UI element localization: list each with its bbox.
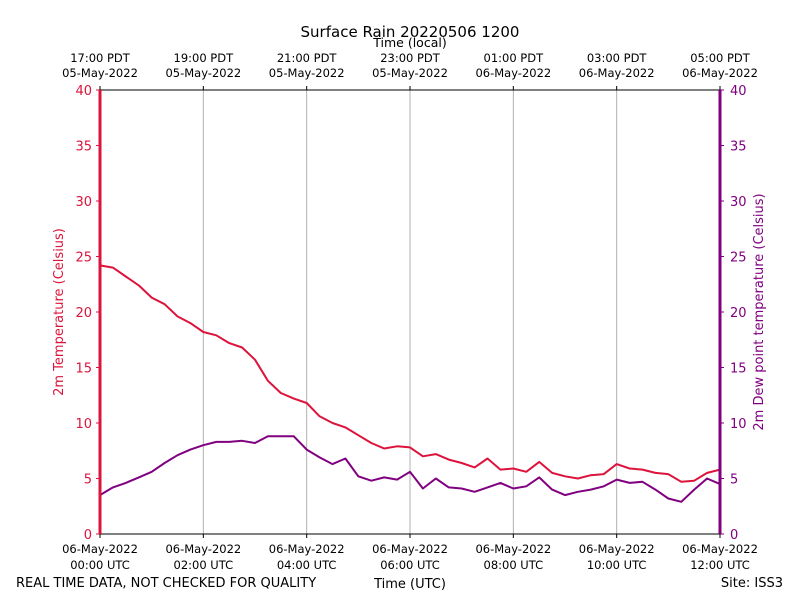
chart-title: Surface Rain 20220506 1200 xyxy=(301,23,520,41)
y-tick-label-right: 0 xyxy=(730,528,738,543)
x-tick-label-bottom-date: 06-May-2022 xyxy=(165,542,241,556)
x-tick-label-top-date: 05-May-2022 xyxy=(372,66,448,80)
x-tick-label-bottom-date: 06-May-2022 xyxy=(475,542,551,556)
x-tick-label-top-time: 17:00 PDT xyxy=(70,51,131,65)
y-tick-label-right: 35 xyxy=(730,140,747,155)
y-tick-label-right: 30 xyxy=(730,195,747,210)
footer-quality-note: REAL TIME DATA, NOT CHECKED FOR QUALITY xyxy=(16,576,316,591)
x-tick-label-top-time: 21:00 PDT xyxy=(277,51,338,65)
x-tick-label-bottom-time: 12:00 UTC xyxy=(690,558,750,572)
temperature-series-line xyxy=(99,264,721,483)
x-tick-label-bottom-time: 08:00 UTC xyxy=(484,558,544,572)
y-tick-label-left: 20 xyxy=(75,306,92,321)
y-tick-label-left: 30 xyxy=(75,195,92,210)
x-tick-label-bottom-time: 00:00 UTC xyxy=(70,558,130,572)
y-tick-label-left: 10 xyxy=(75,417,92,432)
x-tick-label-top-time: 23:00 PDT xyxy=(380,51,441,65)
x-tick-label-bottom-time: 04:00 UTC xyxy=(277,558,337,572)
x-tick-label-top-time: 05:00 PDT xyxy=(690,51,751,65)
y-tick-label-right: 40 xyxy=(730,84,747,99)
x-tick-label-top-time: 19:00 PDT xyxy=(174,51,235,65)
x-tick-label-bottom-time: 02:00 UTC xyxy=(174,558,234,572)
x-tick-label-bottom-time: 10:00 UTC xyxy=(587,558,647,572)
x-tick-label-bottom-date: 06-May-2022 xyxy=(269,542,345,556)
footer-site-label: Site: ISS3 xyxy=(721,576,783,591)
y-axis-label-right: 2m Dew point temperature (Celsius) xyxy=(752,193,767,430)
y-tick-label-left: 25 xyxy=(75,251,92,266)
x-tick-label-top-time: 03:00 PDT xyxy=(587,51,648,65)
y-axis-label-left: 2m Temperature (Celsius) xyxy=(52,228,67,396)
y-tick-label-right: 15 xyxy=(730,362,747,377)
x-axis-label: Time (UTC) xyxy=(373,577,446,592)
x-tick-label-bottom-date: 06-May-2022 xyxy=(579,542,655,556)
y-tick-label-left: 0 xyxy=(84,528,92,543)
y-tick-label-right: 10 xyxy=(730,417,747,432)
x-tick-label-bottom-time: 06:00 UTC xyxy=(380,558,440,572)
x-tick-label-bottom-date: 06-May-2022 xyxy=(372,542,448,556)
x-tick-label-top-date: 06-May-2022 xyxy=(579,66,655,80)
x-tick-label-top-date: 06-May-2022 xyxy=(682,66,758,80)
y-tick-label-left: 15 xyxy=(75,362,92,377)
x-tick-label-top-time: 01:00 PDT xyxy=(484,51,545,65)
tick-layer: 0 0 5 5 10 10 15 15 20 20 25 25 30 30 35 35 40 40 06-May-2… xyxy=(62,51,758,572)
y-tick-label-right: 5 xyxy=(730,473,738,488)
y-tick-label-left: 5 xyxy=(84,473,92,488)
top-axis-label: Time (local) xyxy=(372,35,446,50)
y-tick-label-left: 40 xyxy=(75,84,92,99)
x-tick-label-top-date: 06-May-2022 xyxy=(475,66,551,80)
x-tick-label-bottom-date: 06-May-2022 xyxy=(62,542,138,556)
y-tick-label-right: 25 xyxy=(730,251,747,266)
y-tick-label-right: 20 xyxy=(730,306,747,321)
x-tick-label-top-date: 05-May-2022 xyxy=(165,66,241,80)
x-tick-label-top-date: 05-May-2022 xyxy=(269,66,345,80)
grid-layer xyxy=(202,90,618,534)
x-tick-label-top-date: 05-May-2022 xyxy=(62,66,138,80)
y-tick-label-left: 35 xyxy=(75,140,92,155)
dewpoint-series-line xyxy=(99,435,721,503)
series-layer xyxy=(99,264,721,503)
x-tick-label-bottom-date: 06-May-2022 xyxy=(682,542,758,556)
